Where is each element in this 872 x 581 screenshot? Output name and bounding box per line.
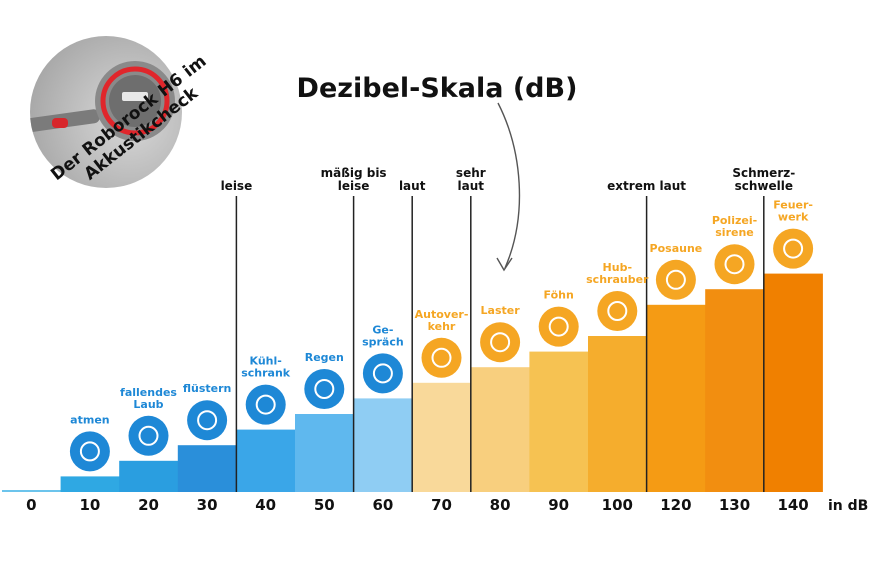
fridge-icon-glyph [255, 394, 276, 415]
x-tick-label: 10 [79, 496, 100, 514]
rain-cloud-icon [304, 369, 345, 409]
bar-10 [60, 476, 120, 492]
hair-dryer-icon [538, 306, 579, 347]
bar-100 [588, 336, 648, 492]
bar-60 [353, 398, 413, 492]
whisper-icon-glyph [197, 410, 218, 431]
police-car-icon [714, 244, 755, 285]
category-label: schrauber [586, 273, 649, 286]
title-arrow [497, 102, 521, 269]
car-icon-glyph [431, 347, 452, 368]
x-tick-label: 0 [26, 496, 36, 514]
speech-bubbles-icon [362, 353, 403, 394]
car-icon [421, 337, 462, 378]
category-label: fallendes [120, 386, 177, 399]
category-label: werk [778, 211, 809, 224]
bar-120 [646, 304, 706, 492]
x-tick-label: 30 [197, 496, 218, 514]
zone-label: leise [221, 179, 253, 193]
category-label: Ge- [372, 323, 393, 336]
vacuum-image-icon [30, 61, 175, 141]
category-label: Autover- [415, 308, 469, 321]
firework-icon-glyph [783, 238, 804, 259]
x-tick-label: 50 [314, 496, 335, 514]
zone-label: extrem laut [607, 179, 686, 193]
category-label: Laub [133, 398, 163, 411]
x-tick-label: 20 [138, 496, 159, 514]
zone-label: mäßig bis [321, 166, 387, 180]
x-tick-label: 100 [602, 496, 633, 514]
leaves-icon-glyph [138, 425, 159, 446]
x-tick-label: 60 [372, 496, 393, 514]
bar-40 [236, 429, 296, 492]
bar-50 [295, 414, 355, 492]
category-label: Feuer- [773, 199, 813, 212]
zone-label: laut [458, 179, 485, 193]
lungs-icon-glyph [79, 441, 100, 462]
category-label: kehr [428, 320, 456, 333]
category-label: Polizei- [712, 214, 757, 227]
helicopter-icon-glyph [607, 301, 628, 321]
category-label: Kühl- [250, 355, 282, 368]
bar-140 [763, 273, 823, 492]
bar-20 [119, 460, 179, 492]
x-tick-label: 120 [660, 496, 691, 514]
bar-70 [412, 382, 472, 492]
x-tick-label: 140 [777, 496, 808, 514]
zone-label: schwelle [735, 179, 793, 193]
zone-label: leise [338, 179, 370, 193]
bar-30 [177, 445, 237, 492]
bar-0 [2, 490, 62, 492]
trombone-icon-glyph [665, 269, 686, 290]
category-label: spräch [362, 335, 404, 348]
speech-bubbles-icon-glyph [372, 363, 393, 384]
category-label: Föhn [544, 289, 574, 302]
category-label: Posaune [650, 242, 703, 255]
category-label: Hub- [603, 261, 632, 274]
fridge-icon [245, 384, 286, 425]
rain-cloud-icon-glyph [314, 379, 335, 399]
category-label: flüstern [183, 382, 232, 395]
category-label: sirene [715, 226, 754, 239]
chart-title: Dezibel-Skala (dB) [297, 73, 578, 104]
leaves-icon [128, 415, 169, 456]
trombone-icon [655, 259, 696, 300]
whisper-icon [187, 400, 228, 441]
lungs-icon [69, 431, 110, 472]
category-label: Laster [481, 304, 521, 317]
category-label: Regen [305, 351, 344, 364]
truck-icon-glyph [490, 332, 511, 353]
police-car-icon-glyph [724, 254, 745, 275]
x-tick-label: 80 [490, 496, 511, 514]
category-label: atmen [70, 413, 109, 426]
hair-dryer-icon-glyph [548, 316, 569, 337]
truck-icon [480, 322, 521, 363]
bar-130 [705, 289, 765, 492]
zone-label: sehr [456, 166, 486, 180]
bar-80 [470, 367, 530, 492]
x-tick-label: 90 [548, 496, 569, 514]
helicopter-icon [597, 291, 638, 331]
zone-label: laut [399, 179, 426, 193]
unit-label: in dB [828, 498, 868, 514]
x-tick-label: 40 [255, 496, 276, 514]
vacuum-photo [30, 36, 182, 188]
bar-90 [529, 351, 589, 492]
firework-icon [773, 228, 814, 269]
category-label: schrank [241, 367, 291, 380]
title-arrow-head [496, 257, 513, 272]
zone-label: Schmerz- [732, 166, 795, 180]
x-tick-label: 130 [719, 496, 750, 514]
x-tick-label: 70 [431, 496, 452, 514]
